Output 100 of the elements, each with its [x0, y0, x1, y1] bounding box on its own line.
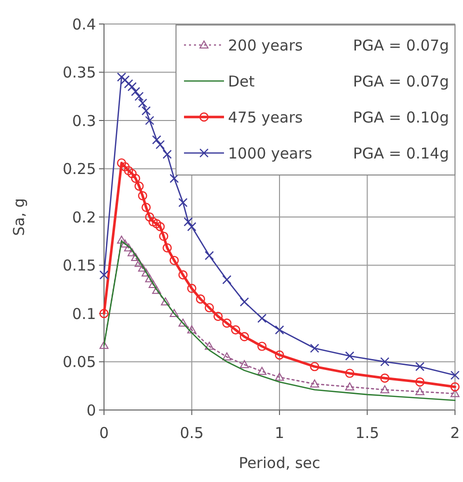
point [222, 275, 232, 284]
point [178, 198, 188, 208]
y-tick-label: 0.25 [62, 160, 96, 178]
point [159, 232, 168, 241]
annotation: PGA = 0.10g [353, 108, 449, 126]
point [116, 158, 126, 168]
point [240, 297, 249, 307]
point [170, 256, 179, 266]
point [142, 106, 151, 116]
point [116, 72, 126, 82]
point [148, 217, 158, 226]
x-tick-label: 1 [274, 424, 284, 442]
y-tick-label: 0.35 [62, 64, 96, 82]
point [170, 309, 179, 317]
point [120, 240, 130, 248]
point [274, 350, 284, 360]
point [162, 243, 172, 252]
legend-label: 200 years [228, 36, 303, 54]
point [204, 303, 214, 312]
point [275, 372, 284, 381]
point [345, 382, 354, 390]
legend-label: 475 years [228, 108, 303, 126]
point [450, 389, 460, 398]
point [178, 270, 188, 280]
point [231, 325, 240, 335]
point [178, 318, 188, 327]
point [99, 270, 109, 280]
point [310, 344, 320, 353]
point [380, 357, 390, 366]
point [415, 362, 424, 372]
point [204, 251, 214, 260]
point [130, 86, 140, 96]
point [138, 264, 148, 272]
x-axis-title: Period, sec [238, 454, 320, 472]
y-tick-label: 0.2 [72, 208, 96, 226]
point [142, 268, 151, 276]
y-tick-label: 0.15 [62, 256, 96, 274]
point [120, 75, 130, 85]
y-tick-label: 0.4 [72, 15, 96, 34]
point [127, 168, 137, 178]
point [145, 274, 154, 282]
point [345, 368, 354, 378]
x-tick-label: 0 [99, 424, 109, 442]
point [240, 332, 249, 342]
point [127, 82, 137, 92]
point [187, 222, 196, 232]
point [415, 377, 424, 387]
y-tick-label: 0.05 [62, 353, 96, 371]
point [152, 219, 162, 228]
point [213, 312, 223, 321]
annotation: PGA = 0.07g [353, 72, 449, 90]
point [128, 248, 137, 256]
point [257, 314, 267, 323]
y-tick-label: 0.1 [72, 304, 96, 323]
point [138, 191, 148, 200]
point [99, 308, 109, 318]
point [148, 280, 158, 288]
annotation: PGA = 0.07g [353, 36, 449, 54]
point [134, 182, 144, 191]
point [187, 284, 196, 294]
point [222, 352, 232, 360]
point [187, 325, 196, 334]
point [204, 342, 214, 350]
point [310, 379, 320, 388]
point [117, 236, 126, 244]
annotation: PGA = 0.14g [353, 144, 449, 162]
point [124, 166, 134, 176]
point [380, 385, 390, 394]
point [130, 174, 140, 183]
point [156, 140, 165, 150]
point [196, 294, 206, 304]
point [274, 325, 284, 335]
point [450, 382, 460, 392]
point [240, 360, 249, 368]
point [152, 135, 162, 144]
point [100, 340, 108, 349]
legend-label: 1000 years [228, 144, 312, 162]
point [131, 253, 140, 262]
y-tick-label: 0 [86, 401, 96, 420]
point [257, 366, 266, 375]
point [310, 362, 320, 372]
point [145, 116, 154, 126]
x-tick-label: 1.5 [355, 424, 380, 442]
point [152, 286, 162, 294]
point [345, 351, 354, 361]
point [124, 79, 134, 88]
point [156, 222, 165, 232]
point [222, 318, 232, 328]
point [145, 212, 154, 222]
point [170, 174, 179, 183]
point [138, 98, 148, 108]
point [134, 92, 144, 101]
point [162, 150, 172, 159]
x-tick-label: 0.5 [180, 424, 204, 442]
point [450, 370, 460, 380]
y-axis-title: Sa, g [10, 198, 28, 236]
y-tick-label: 0.3 [72, 112, 96, 130]
x-tick-label: 2 [450, 424, 460, 442]
point [134, 258, 144, 267]
point [160, 297, 170, 306]
